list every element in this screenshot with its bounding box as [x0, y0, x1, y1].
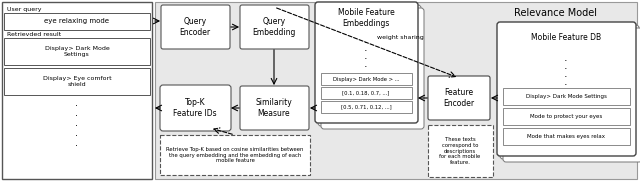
- Text: [0.5, 0.71, 0.12, ...]: [0.5, 0.71, 0.12, ...]: [340, 104, 392, 110]
- Text: Relevance Model: Relevance Model: [513, 8, 596, 18]
- Text: .: .: [76, 98, 79, 108]
- Text: .: .: [364, 43, 368, 53]
- Bar: [160, 135, 310, 175]
- Text: Display> Dark Mode Settings: Display> Dark Mode Settings: [525, 94, 607, 99]
- Text: These texts
correspond to
descriptions
for each mobile
feature.: These texts correspond to descriptions f…: [440, 137, 481, 165]
- Bar: [321, 73, 412, 85]
- FancyBboxPatch shape: [240, 5, 309, 49]
- Text: Mobile Feature DB: Mobile Feature DB: [531, 33, 601, 41]
- Text: .: .: [76, 118, 79, 128]
- Bar: [503, 108, 630, 125]
- FancyBboxPatch shape: [503, 28, 640, 162]
- Text: .: .: [564, 61, 568, 71]
- FancyBboxPatch shape: [160, 85, 231, 131]
- FancyBboxPatch shape: [315, 2, 418, 123]
- Text: Retrievded result: Retrievded result: [7, 33, 61, 37]
- Text: .: .: [76, 128, 79, 138]
- Bar: [321, 87, 412, 99]
- Text: .: .: [564, 53, 568, 63]
- FancyBboxPatch shape: [318, 5, 421, 126]
- Text: Query
Encoder: Query Encoder: [179, 17, 211, 37]
- FancyBboxPatch shape: [240, 86, 309, 130]
- Text: Mode that makes eyes relax: Mode that makes eyes relax: [527, 134, 605, 139]
- FancyBboxPatch shape: [497, 22, 636, 156]
- Text: Similarity
Measure: Similarity Measure: [255, 98, 292, 118]
- Bar: [428, 125, 493, 177]
- Text: .: .: [364, 59, 368, 69]
- Text: [0.1, 0.18, 0.7, ...]: [0.1, 0.18, 0.7, ...]: [342, 90, 390, 96]
- Text: Mobile Feature
Embeddings: Mobile Feature Embeddings: [338, 8, 394, 28]
- Bar: [503, 88, 630, 105]
- Bar: [4, 13, 150, 30]
- FancyBboxPatch shape: [161, 5, 230, 49]
- Text: Feature
Encoder: Feature Encoder: [444, 88, 475, 108]
- Bar: [155, 2, 637, 179]
- Text: Top-K
Feature IDs: Top-K Feature IDs: [173, 98, 217, 118]
- FancyBboxPatch shape: [428, 76, 490, 120]
- Text: Display> Dark Mode
Settings: Display> Dark Mode Settings: [45, 46, 109, 57]
- Text: .: .: [76, 108, 79, 118]
- Text: weight sharing: weight sharing: [376, 35, 424, 41]
- Text: .: .: [76, 138, 79, 148]
- FancyBboxPatch shape: [321, 8, 424, 129]
- Text: User query: User query: [7, 7, 42, 12]
- FancyBboxPatch shape: [500, 25, 639, 159]
- Text: .: .: [564, 77, 568, 87]
- Text: Display> Dark Mode > ...: Display> Dark Mode > ...: [333, 77, 399, 81]
- Text: Retrieve Top-K based on cosine similarities between
the query embedding and the : Retrieve Top-K based on cosine similarit…: [166, 147, 304, 163]
- Bar: [503, 128, 630, 145]
- Bar: [2, 2, 152, 179]
- Text: .: .: [564, 69, 568, 79]
- Text: Mode to protect your eyes: Mode to protect your eyes: [530, 114, 602, 119]
- Text: eye relaxing mode: eye relaxing mode: [45, 18, 109, 24]
- Text: Display> Eye comfort
shield: Display> Eye comfort shield: [43, 76, 111, 87]
- Bar: [4, 38, 150, 65]
- Bar: [321, 101, 412, 113]
- Text: Query
Embedding: Query Embedding: [252, 17, 296, 37]
- Text: .: .: [364, 51, 368, 61]
- Text: .: .: [364, 35, 368, 45]
- Bar: [4, 68, 150, 95]
